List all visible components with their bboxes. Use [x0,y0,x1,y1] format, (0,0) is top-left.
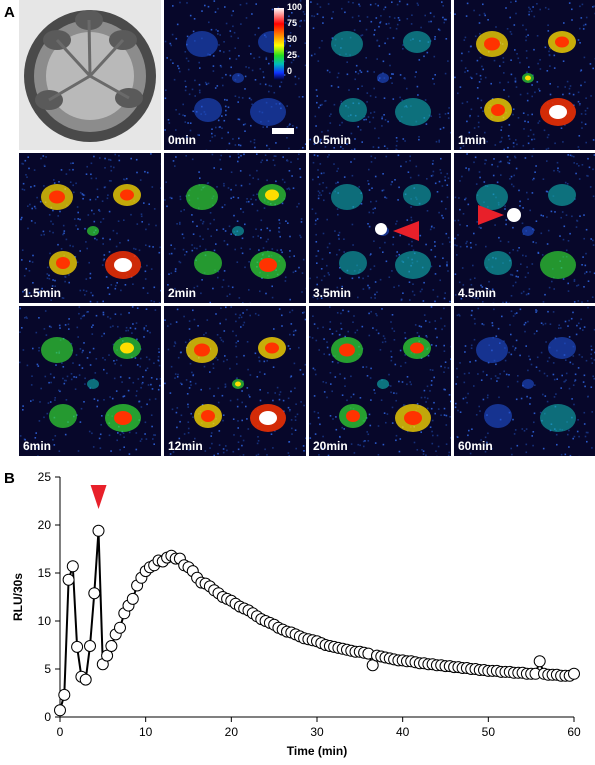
luminescence-frame: 6min [19,306,161,456]
color-scale-bar [274,8,284,80]
data-point [105,640,118,652]
image-grid: 0min 100 75 50 25 0 0.5min 1min 1.5min 2min 3.5min… [19,0,595,458]
y-tick-label: 25 [38,470,52,484]
luminescence-frame: 4.5min [454,153,595,303]
data-point [126,592,139,605]
color-scale-tick-label: 75 [287,18,298,28]
data-point [114,621,126,634]
x-tick-label: 60 [567,725,581,739]
y-tick-label: 10 [38,614,52,628]
data-point [568,667,580,680]
frame-time-label: 3.5min [313,286,352,300]
data-point [533,655,546,668]
luminescence-chart: 0 10 20 30 40 50 60 0 5 10 15 20 25 Time (min) RLU/30s [11,470,581,758]
seedling-photo [19,0,161,150]
y-tick-label: 15 [38,566,52,580]
x-tick-label: 10 [139,725,153,739]
frame-time-label: 6min [23,439,52,453]
color-scale-tick-label: 50 [287,34,298,44]
red-arrowhead-icon [478,205,504,225]
x-tick-label: 20 [225,725,239,739]
data-point [84,640,96,652]
y-axis-label: RLU/30s [11,573,25,621]
luminescence-frame: 3.5min [309,153,451,303]
x-tick-label: 50 [482,725,496,739]
frame-time-label: 1.5min [23,286,62,300]
luminescence-frame: 20min [309,306,451,456]
color-scale-tick-label: 100 [287,2,303,12]
frame-time-label: 2min [168,286,197,300]
data-point [79,673,92,686]
luminescence-frame: 2min [164,153,306,303]
color-scale-tick-label: 0 [287,66,293,76]
luminescence-frame: 0min 100 75 50 25 0 [164,0,306,150]
red-arrowhead-icon [90,485,107,509]
scale-bar [272,128,294,134]
x-tick-label: 30 [310,725,324,739]
luminescence-frame: 1.5min [19,153,161,303]
frame-time-label: 1min [458,133,487,147]
x-tick-label: 0 [57,725,64,739]
luminescence-frame: 0.5min [309,0,451,150]
y-tick-label: 5 [44,662,51,676]
frame-time-label: 60min [458,439,493,453]
y-tick-label: 0 [44,710,51,724]
panel-label-b: B [4,470,15,487]
luminescence-frame: 12min [164,306,306,456]
color-scale-tick-label: 25 [287,50,298,60]
x-axis-label: Time (min) [287,744,347,758]
frame-time-label: 4.5min [458,286,497,300]
luminescence-frame: 60min [454,306,595,456]
red-arrowhead-icon [393,221,419,241]
frame-time-label: 0min [168,133,197,147]
data-point [58,688,71,701]
data-point [92,524,105,537]
data-point [62,573,75,586]
frame-time-label: 12min [168,439,203,453]
panel-label-a: A [4,4,15,21]
frame-time-label: 20min [313,439,348,453]
data-point [71,640,84,653]
series-line [59,530,575,711]
data-point [54,704,66,717]
x-tick-label: 40 [396,725,410,739]
data-point [88,587,101,600]
data-point [66,560,79,573]
luminescence-frame: 1min [454,0,595,150]
frame-time-label: 0.5min [313,133,352,147]
y-tick-label: 20 [38,518,52,532]
